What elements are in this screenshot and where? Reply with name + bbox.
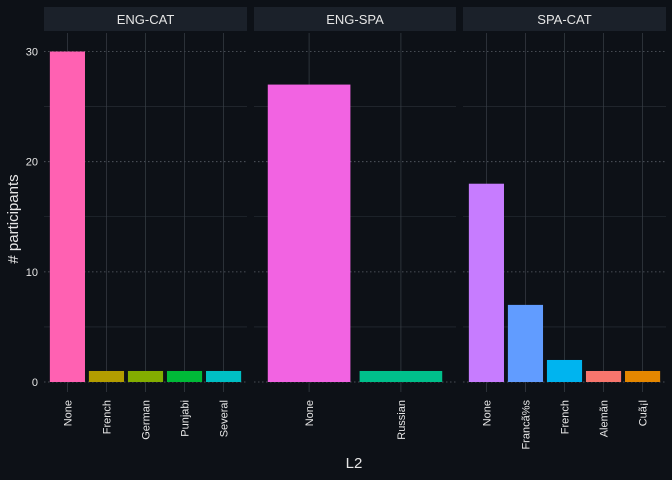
x-axis-title: L2 xyxy=(346,455,363,472)
y-tick-label: 30 xyxy=(26,47,38,59)
x-tick-label: Alemãn xyxy=(599,400,611,437)
x-tick-label: None xyxy=(304,400,316,426)
bar-eng-cat-3 xyxy=(166,370,203,382)
bar-spa-cat-0 xyxy=(468,183,504,382)
x-tick-label: None xyxy=(62,400,74,426)
x-tick-label: Several xyxy=(219,400,231,437)
bar-spa-cat-4 xyxy=(625,370,661,382)
bar-eng-spa-0 xyxy=(267,84,351,383)
facet-title: ENG-SPA xyxy=(326,12,384,27)
bar-eng-cat-2 xyxy=(127,370,164,382)
facet-strip xyxy=(463,7,666,31)
facet-title: SPA-CAT xyxy=(537,12,591,27)
bar-spa-cat-2 xyxy=(546,359,583,382)
bar-eng-cat-0 xyxy=(49,51,85,383)
facet-strip xyxy=(44,7,247,31)
y-tick-label: 20 xyxy=(26,157,38,169)
x-tick-label: French xyxy=(560,400,572,434)
bar-eng-cat-1 xyxy=(88,370,125,382)
bar-eng-spa-1 xyxy=(359,370,443,382)
bar-eng-cat-4 xyxy=(206,370,242,382)
x-tick-label: French xyxy=(101,400,113,434)
x-tick-label: Cuã¡l xyxy=(638,400,650,426)
y-tick-label: 0 xyxy=(32,377,38,389)
y-axis-title: # participants xyxy=(5,174,22,263)
y-tick-label: 10 xyxy=(26,267,38,279)
facet-title: ENG-CAT xyxy=(117,12,175,27)
facet-strip xyxy=(254,7,456,31)
x-tick-label: Russian xyxy=(396,400,408,440)
x-tick-label: German xyxy=(141,400,153,440)
x-tick-label: Francã%s xyxy=(520,400,532,450)
bar-spa-cat-3 xyxy=(585,370,622,382)
bar-spa-cat-1 xyxy=(507,304,544,382)
x-tick-label: None xyxy=(481,400,493,426)
x-tick-label: Punjabi xyxy=(180,400,192,437)
